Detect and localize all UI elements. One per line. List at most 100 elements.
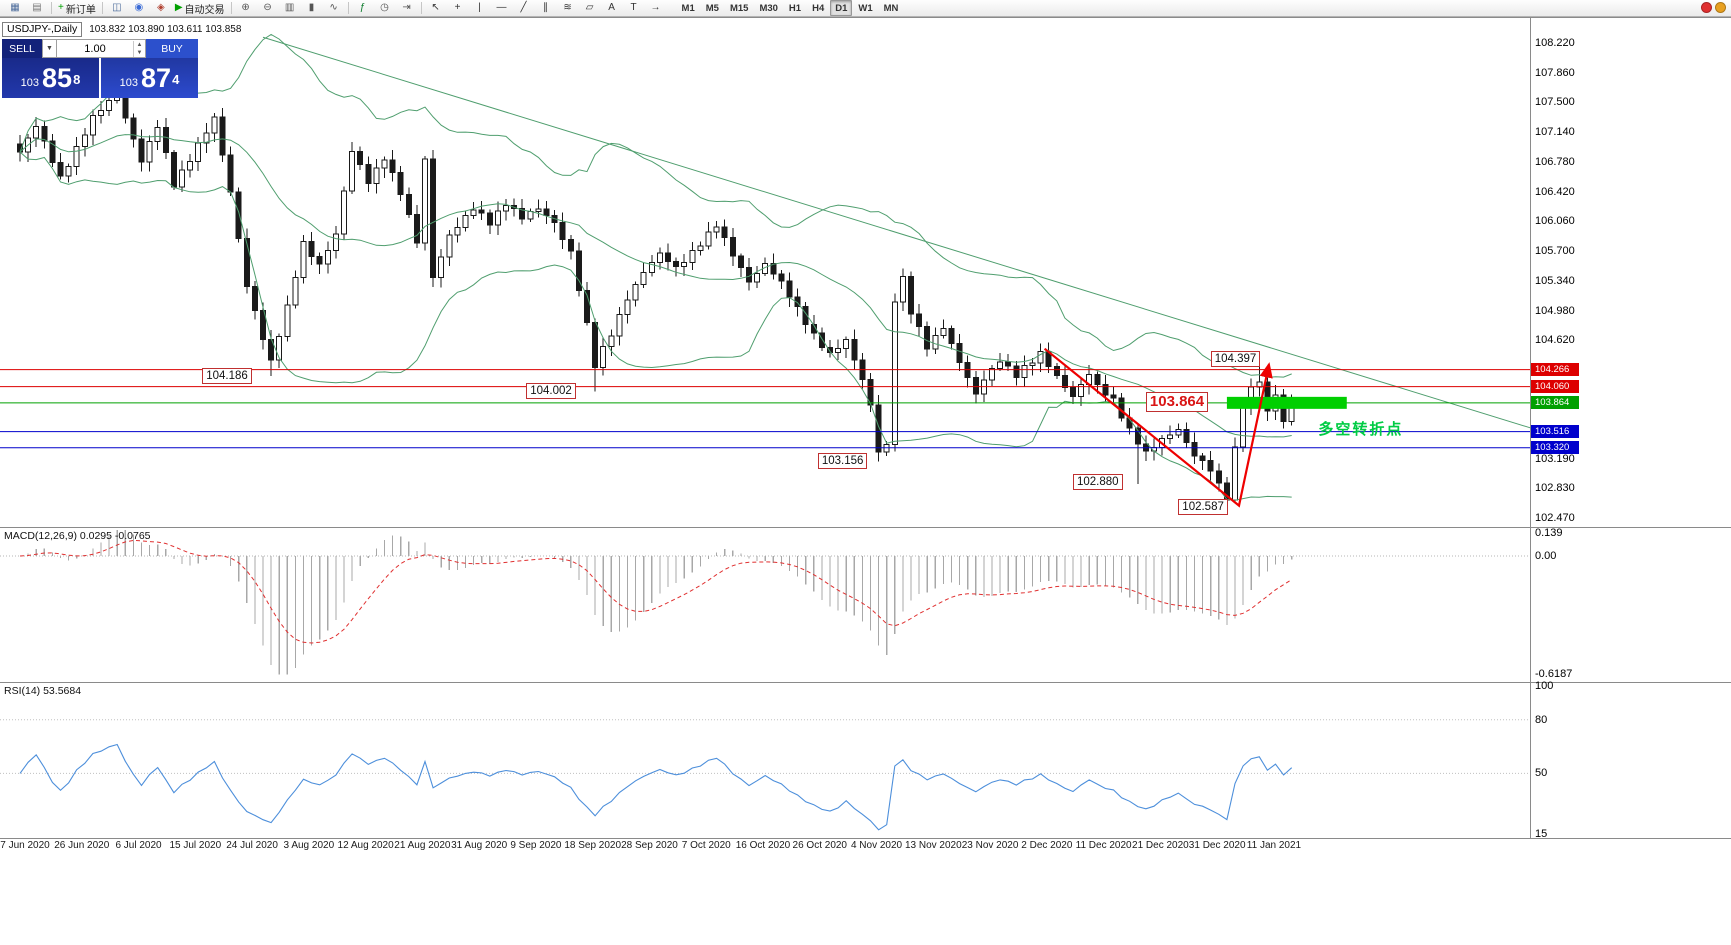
market-watch-button[interactable]: ◫ <box>106 0 128 17</box>
fibonacci-button[interactable]: ≋ <box>557 0 579 17</box>
profiles-icon: ▤ <box>32 2 42 13</box>
zoom-in-button[interactable]: ⊕ <box>235 0 257 17</box>
volume-up-icon[interactable]: ▲ <box>136 41 143 48</box>
price-callout-label[interactable]: 104.186 <box>202 368 252 385</box>
date-axis-label: 11 Jan 2021 <box>1246 840 1302 851</box>
bid-big: 85 <box>42 63 73 93</box>
text-button[interactable]: A <box>601 0 623 17</box>
new-order-label: 新订单 <box>65 4 96 16</box>
annotation-text[interactable]: 多空转折点 <box>1318 421 1404 439</box>
descending-trendline[interactable] <box>262 36 1531 429</box>
date-axis-label: 24 Jul 2020 <box>226 840 278 851</box>
zigzag-arrow[interactable] <box>1043 347 1273 508</box>
timeframe-m1[interactable]: M1 <box>681 2 695 14</box>
price-level-badge: 103.320 <box>1531 441 1579 455</box>
price-callout-label[interactable]: 103.864 <box>1145 391 1209 412</box>
vertical-line-button[interactable]: | <box>469 0 491 17</box>
price-callout-label[interactable]: 104.002 <box>526 383 576 400</box>
macd-axis-tick: 0.00 <box>1535 550 1557 562</box>
new-order-button[interactable]: + 新订单 <box>55 0 99 17</box>
zoom-out-button[interactable]: ⊖ <box>257 0 279 17</box>
profiles-button[interactable]: ▤ <box>26 0 48 17</box>
price-level-badge: 104.060 <box>1531 380 1579 394</box>
chart-shift-button[interactable]: ⇥ <box>396 0 418 17</box>
indicators-button[interactable]: ƒ <box>352 0 374 17</box>
channel-button[interactable]: ∥ <box>535 0 557 17</box>
toolbar-separator <box>347 2 349 14</box>
timeframe-h4[interactable]: H4 <box>812 2 825 14</box>
indicators-icon: ƒ <box>359 2 366 13</box>
new-chart-button[interactable]: ▦ <box>4 0 26 17</box>
navigator-button[interactable]: ◈ <box>150 0 172 17</box>
autotrading-label: 自动交易 <box>184 4 225 16</box>
price-level-badge: 103.864 <box>1531 396 1579 410</box>
arrow-tool-button[interactable]: → <box>645 0 667 17</box>
trendline-button[interactable]: ╱ <box>513 0 535 17</box>
price-axis-tick: 102.470 <box>1535 512 1575 524</box>
alert-icon[interactable] <box>1701 2 1712 13</box>
buy-button[interactable]: BUY <box>146 39 198 58</box>
rsi-axis-tick: 80 <box>1535 713 1548 726</box>
bid-price[interactable]: 103 85 8 <box>2 58 99 98</box>
rsi-axis-tick: 100 <box>1535 680 1554 692</box>
auto-scroll-button[interactable]: ◷ <box>374 0 396 17</box>
sell-button[interactable]: SELL <box>2 39 42 58</box>
price-axis-tick: 105.700 <box>1535 245 1575 258</box>
news-icon[interactable] <box>1715 2 1726 13</box>
volume-input[interactable] <box>57 41 133 56</box>
data-window-button[interactable]: ◉ <box>128 0 150 17</box>
toolbar-separator <box>51 2 52 14</box>
rsi-label: RSI(14) 53.5684 <box>4 685 82 697</box>
candle-chart-button[interactable]: ▮ <box>301 0 323 17</box>
volume-down-icon[interactable]: ▼ <box>136 49 143 56</box>
date-axis-label: 13 Nov 2020 <box>904 840 962 851</box>
timeframe-d1[interactable]: D1 <box>830 0 853 16</box>
price-callout-label[interactable]: 102.880 <box>1073 474 1123 491</box>
order-type-dropdown[interactable]: ▼ <box>42 39 57 58</box>
price-callout-label[interactable]: 104.397 <box>1210 350 1261 367</box>
line-chart-button[interactable]: ∿ <box>323 0 345 17</box>
date-axis-label: 3 Aug 2020 <box>283 840 335 851</box>
shapes-button[interactable]: ▱ <box>579 0 601 17</box>
timeframe-w1[interactable]: W1 <box>858 2 873 14</box>
zoom-in-icon: ⊕ <box>241 2 250 13</box>
timeframe-m5[interactable]: M5 <box>705 2 719 14</box>
date-axis-label: 15 Jul 2020 <box>169 840 222 851</box>
candle-chart-icon: ▮ <box>308 2 315 13</box>
ask-prefix: 103 <box>119 77 139 89</box>
vertical-line-icon: | <box>478 2 481 13</box>
timeframe-mn[interactable]: MN <box>883 2 899 14</box>
new-order-icon: + <box>58 2 64 13</box>
line-chart-icon: ∿ <box>329 2 338 13</box>
symbol-period-tab[interactable]: USDJPY-,Daily <box>2 22 83 37</box>
ask-price[interactable]: 103 87 4 <box>101 58 198 98</box>
timeframe-group: M1 M5 M15 M30 H1 H4 D1 W1 MN <box>677 0 904 16</box>
date-axis-label: 23 Nov 2020 <box>961 840 1019 851</box>
price-axis-tick: 107.500 <box>1535 96 1575 109</box>
horizontal-line-button[interactable]: — <box>491 0 513 17</box>
text-label-icon: T <box>630 2 637 13</box>
timeframe-m15[interactable]: M15 <box>729 2 749 14</box>
price-axis-tick: 104.620 <box>1535 334 1575 347</box>
autotrading-button[interactable]: ▶ 自动交易 <box>172 0 228 17</box>
date-axis-label: 12 Aug 2020 <box>337 840 394 851</box>
timeframe-h1[interactable]: H1 <box>788 2 802 14</box>
chart-title: USDJPY-,Daily 103.832 103.890 103.611 10… <box>2 22 241 37</box>
macd-signal-line <box>19 539 1292 644</box>
crosshair-icon: + <box>454 2 461 13</box>
highlight-bar[interactable] <box>1226 396 1347 409</box>
crosshair-button[interactable]: + <box>447 0 469 17</box>
price-axis-tick: 107.140 <box>1535 126 1575 139</box>
volume-stepper[interactable]: ▲ ▼ <box>133 40 145 57</box>
auto-scroll-icon: ◷ <box>380 2 389 13</box>
cursor-button[interactable]: ↖ <box>425 0 447 17</box>
text-label-button[interactable]: T <box>623 0 645 17</box>
timeframe-m30[interactable]: M30 <box>759 2 778 14</box>
price-level-badge: 104.266 <box>1531 363 1579 377</box>
price-callout-label[interactable]: 103.156 <box>817 453 868 470</box>
price-callout-label[interactable]: 102.587 <box>1178 499 1228 516</box>
bar-chart-button[interactable]: ▥ <box>279 0 301 17</box>
channel-icon: ∥ <box>543 2 549 13</box>
